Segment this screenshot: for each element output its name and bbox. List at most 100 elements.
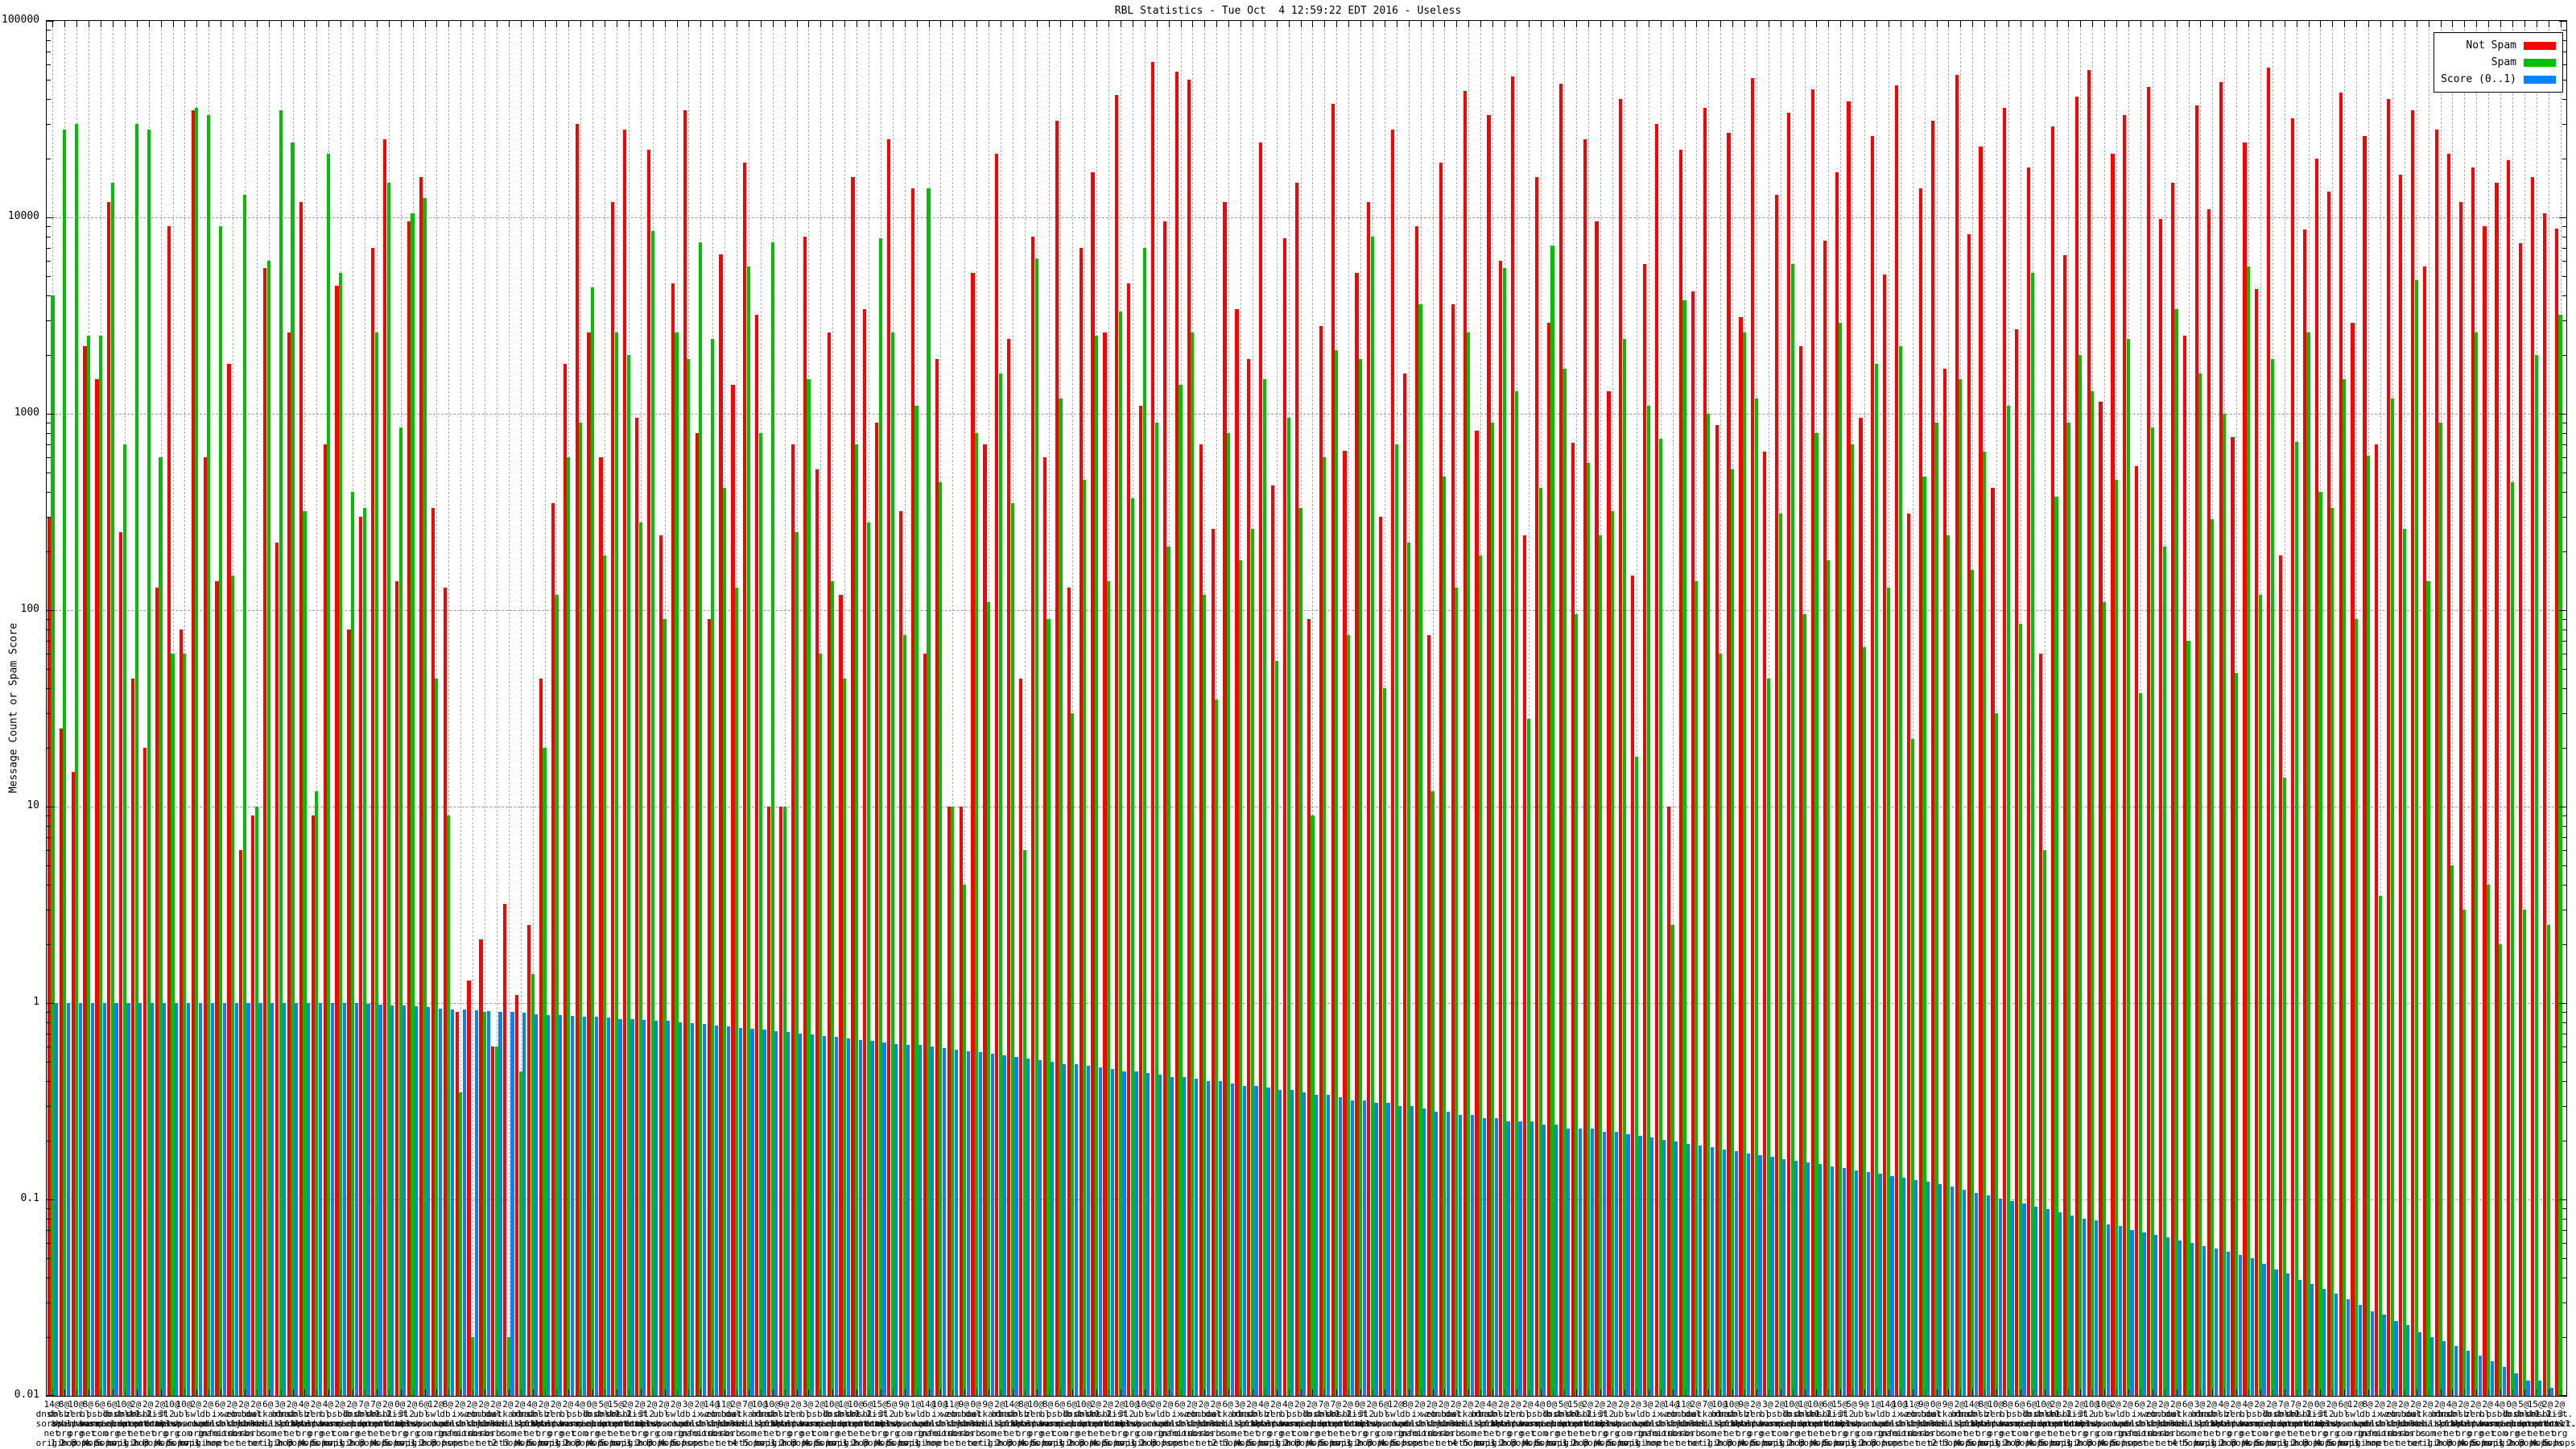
bar-score	[2178, 1240, 2182, 1396]
x-tick-bottom	[1144, 1389, 1146, 1396]
x-tick-bottom	[796, 1389, 798, 1396]
y-tick-label-0p1: 0.1	[20, 1192, 39, 1204]
y-minor-tick-left	[47, 320, 51, 321]
bar-not-spam	[767, 807, 771, 1396]
x-tick-top	[2056, 21, 2058, 27]
bar-not-spam	[2182, 335, 2186, 1396]
bar-not-spam	[2123, 115, 2127, 1396]
x-tick-top	[1684, 21, 1686, 27]
bar-score	[558, 1014, 563, 1396]
x-tick-bottom	[976, 1389, 978, 1396]
x-tick-top	[1168, 21, 1170, 27]
x-label: 10@ l2. apews. org origin	[1116, 1399, 1148, 1448]
bar-not-spam	[707, 619, 711, 1396]
y-tick-label-1000: 1000	[14, 407, 39, 419]
bar-score	[1146, 1073, 1150, 1396]
x-tick-top	[1300, 21, 1302, 27]
x-tick-bottom	[388, 1389, 390, 1396]
bar-spam	[2282, 778, 2286, 1396]
bar-score	[1158, 1075, 1162, 1396]
x-tick-top	[112, 21, 114, 27]
x-label: 10@ zen. spamhaus. org 2 hops	[52, 1399, 101, 1448]
y-minor-tick-left	[47, 444, 51, 445]
bar-not-spam	[1235, 309, 1239, 1396]
x-tick-bottom	[1984, 1389, 1986, 1396]
bar-spam	[362, 508, 367, 1396]
x-tick-bottom	[1456, 1389, 1458, 1396]
bar-not-spam	[1174, 72, 1179, 1396]
x-tick-bottom	[1600, 1389, 1602, 1396]
bar-score	[799, 1033, 803, 1396]
x-tick-top	[1276, 21, 1278, 27]
x-tick-bottom	[2008, 1389, 2009, 1396]
x-tick-top	[940, 21, 942, 27]
x-tick-bottom	[280, 1389, 282, 1396]
x-label: 5@ l2. apews. org 4 hops	[875, 1399, 908, 1448]
x-label: 3@ bl. spamcop. net 3 hops	[786, 1399, 829, 1448]
x-label: 0@ list. dnswl. org 1 hop	[1344, 1399, 1376, 1448]
x-label: 2@ dul. dnsbl. sorbs. net 1 hop	[1199, 1399, 1232, 1449]
bar-score	[186, 1003, 191, 1396]
bar-not-spam	[2375, 444, 2379, 1396]
bar-not-spam	[1715, 424, 1719, 1396]
x-tick-top	[904, 21, 906, 27]
x-label: 2@ dnsbl-3. uceprotect. net 2 hops	[1558, 1399, 1617, 1448]
x-tick-top	[1036, 21, 1038, 27]
y-major-tick-right	[2559, 1199, 2566, 1200]
bar-spam	[1034, 258, 1038, 1396]
bar-spam	[1695, 581, 1699, 1396]
bar-not-spam	[2074, 97, 2079, 1396]
bar-not-spam	[2290, 118, 2295, 1396]
x-tick-top	[1624, 21, 1625, 27]
x-label: 2@ dnsbl-3. uceprotect. net 4 hops	[2518, 1399, 2576, 1448]
bar-spam	[998, 374, 1003, 1396]
x-label: 2@ psbl. surriel. com 2 hops	[1278, 1399, 1322, 1448]
bar-not-spam	[910, 188, 915, 1396]
bar-score	[2382, 1314, 2386, 1396]
bar-not-spam	[1499, 261, 1503, 1396]
x-label: 10@ dnsbl-1. uceprotect. net 4 hops	[2014, 1399, 2074, 1448]
bar-spam	[1682, 299, 1686, 1396]
x-tick-bottom	[964, 1389, 966, 1396]
bar-score	[2250, 1258, 2254, 1396]
x-label: 14@ db. wpbl. info 3 hops	[1872, 1399, 1904, 1448]
bar-score	[1734, 1151, 1738, 1396]
y-minor-tick-right	[2562, 825, 2566, 827]
y-minor-tick-left	[47, 619, 51, 621]
bar-score	[714, 1025, 718, 1396]
x-label: 7@ hostkarma. junkemailfilter. com origi…	[1675, 1399, 1761, 1448]
bar-not-spam	[1019, 678, 1023, 1396]
bar-spam	[819, 654, 823, 1396]
bar-score	[1998, 1198, 2002, 1396]
x-tick-top	[1228, 21, 1230, 27]
bar-spam	[2211, 519, 2215, 1396]
bar-not-spam	[1162, 221, 1167, 1396]
x-label: 10@ dnsbl. sorbs. net origin	[755, 1399, 788, 1448]
bar-not-spam	[971, 273, 975, 1396]
bar-spam	[1215, 700, 1219, 1396]
bar-not-spam	[935, 358, 939, 1396]
x-tick-bottom	[1072, 1389, 1074, 1396]
bar-spam	[183, 654, 187, 1396]
x-tick-bottom	[784, 1389, 786, 1396]
bar-score	[54, 1003, 59, 1396]
x-tick-bottom	[1972, 1389, 1974, 1396]
bar-not-spam	[119, 531, 123, 1396]
x-tick-bottom	[1708, 1389, 1710, 1396]
bar-score	[1098, 1067, 1102, 1396]
y-minor-tick-left	[47, 1302, 51, 1303]
y-major-tick-left	[47, 1003, 54, 1004]
x-tick-top	[64, 21, 66, 27]
x-tick-bottom	[2332, 1389, 2334, 1396]
bar-score	[1902, 1178, 1906, 1396]
bar-score	[2406, 1324, 2410, 1396]
y-major-tick-right	[2559, 1003, 2566, 1004]
x-label: 2@ ix. dnsbl. manitu. net origin	[681, 1399, 719, 1449]
bar-not-spam	[2207, 208, 2211, 1396]
x-label: 2@ hostkarma. junkemailfilter. com origi…	[2395, 1399, 2481, 1448]
bar-spam	[854, 444, 859, 1396]
x-label: 9@ zombie. dnsbl. sorbs. net 4 hops	[945, 1399, 983, 1449]
bar-score	[2286, 1273, 2290, 1396]
y-minor-tick-left	[47, 943, 51, 945]
